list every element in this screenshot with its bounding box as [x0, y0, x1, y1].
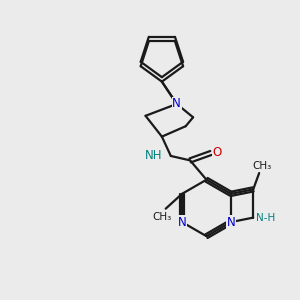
- Text: N: N: [178, 216, 186, 229]
- Text: N: N: [226, 216, 235, 229]
- Text: O: O: [213, 146, 222, 160]
- Text: CH₃: CH₃: [152, 212, 172, 222]
- Text: N-H: N-H: [256, 213, 275, 223]
- Text: CH₃: CH₃: [252, 160, 271, 171]
- Text: NH: NH: [145, 149, 163, 162]
- Text: N: N: [172, 98, 181, 110]
